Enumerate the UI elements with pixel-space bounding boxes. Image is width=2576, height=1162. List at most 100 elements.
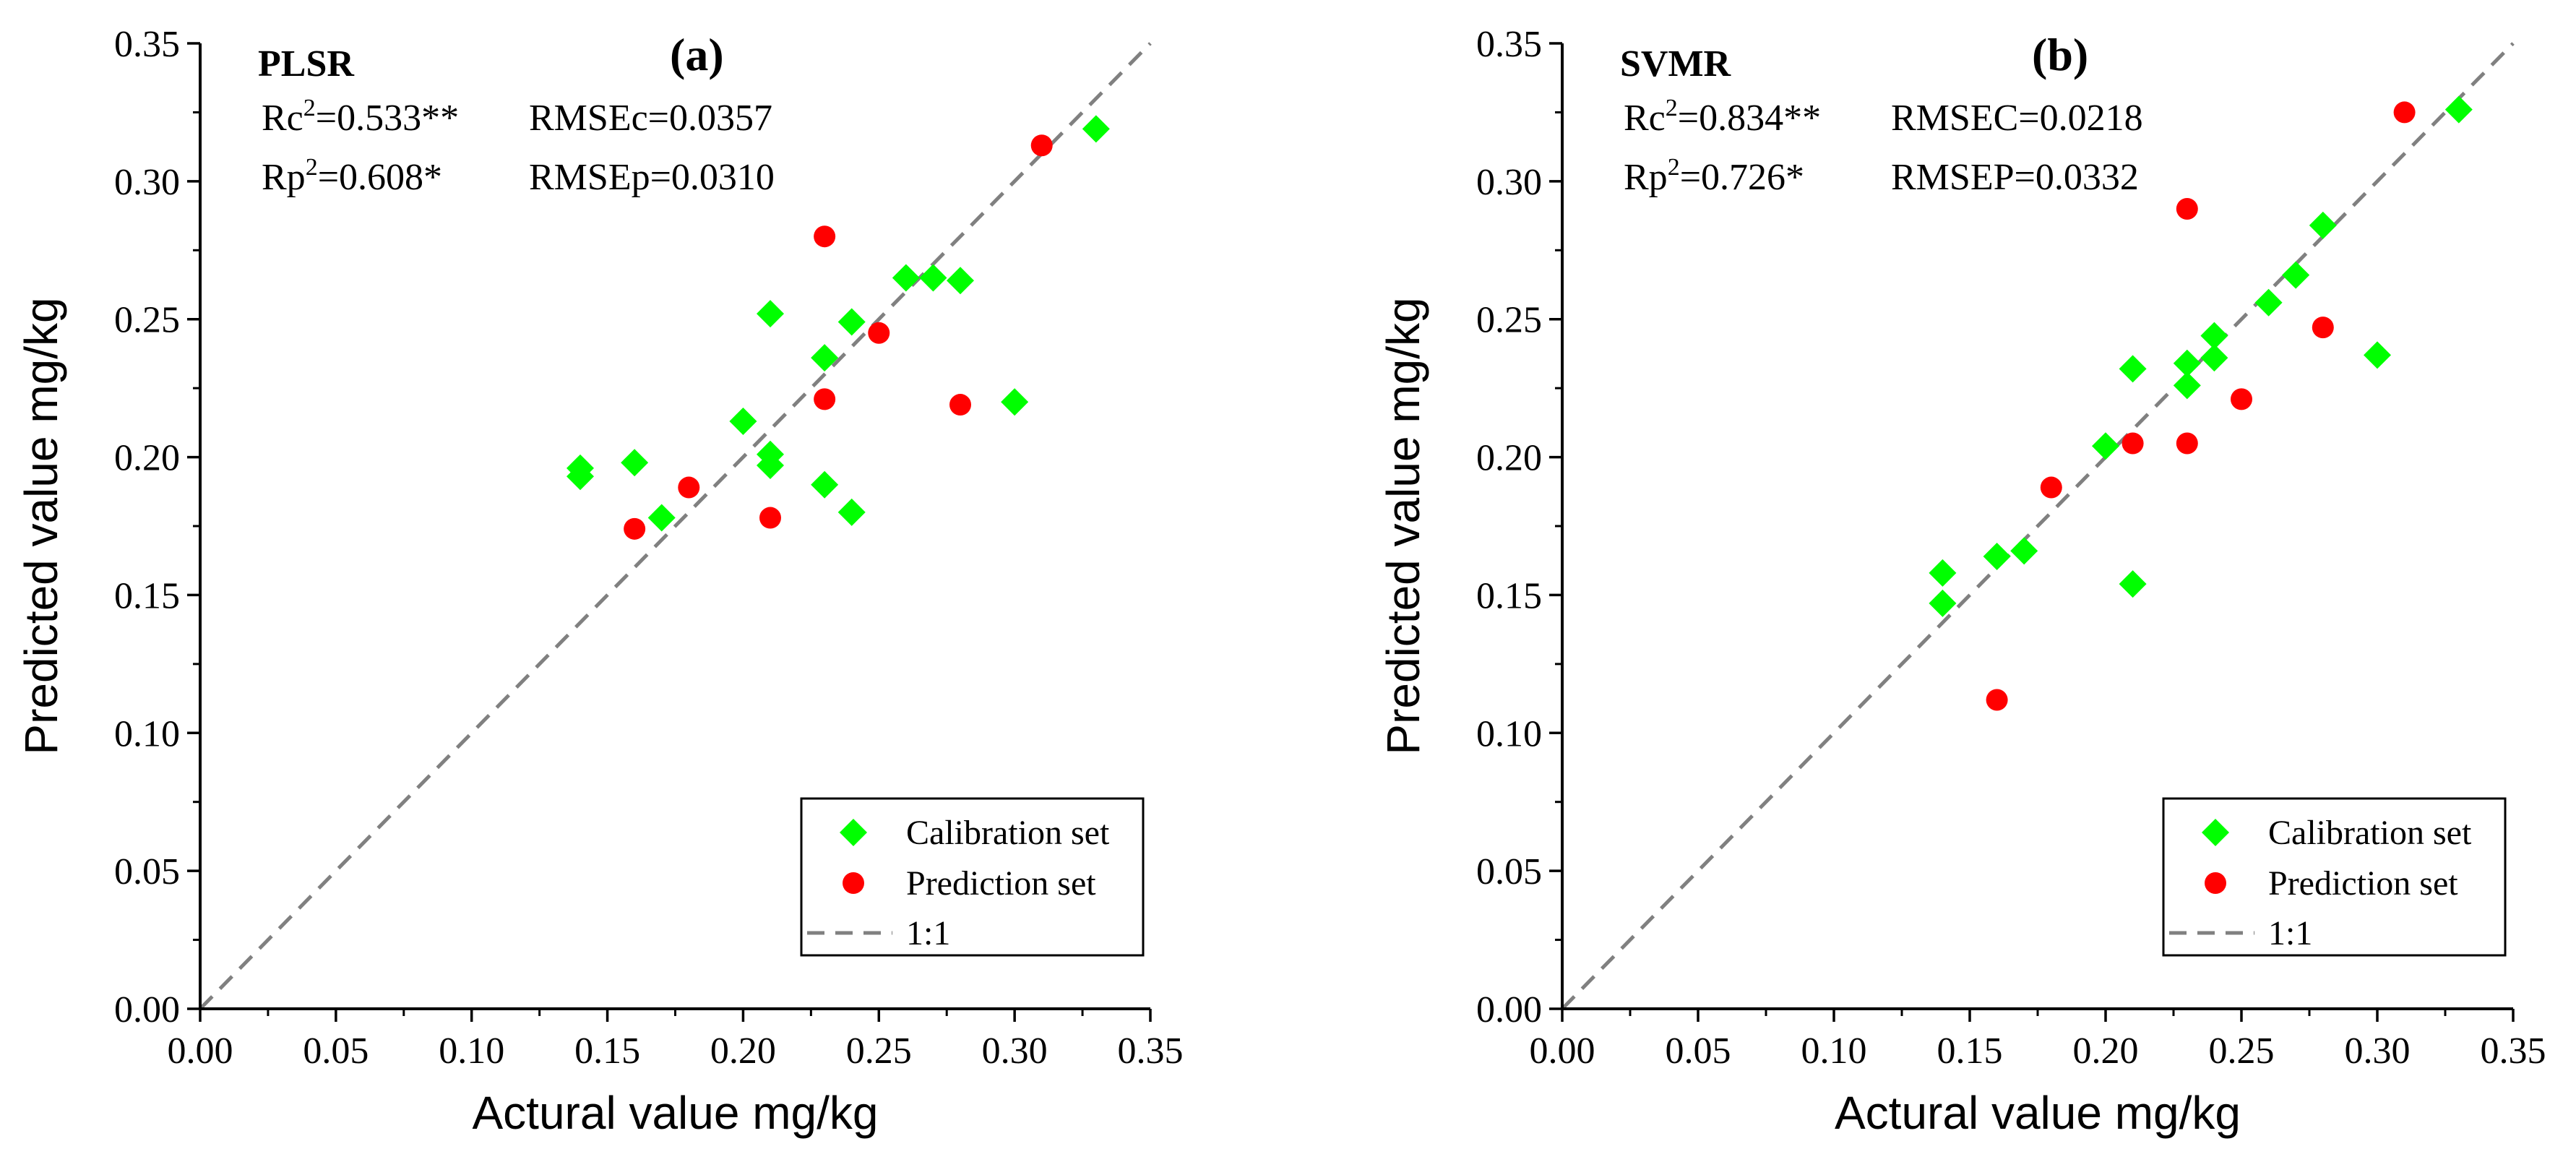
calibration-point xyxy=(2173,349,2201,377)
legend-calibration-marker xyxy=(840,819,867,846)
y-tick-label: 0.25 xyxy=(1476,300,1542,341)
calibration-point xyxy=(919,264,947,292)
prediction-point xyxy=(759,507,781,529)
calibration-point xyxy=(621,449,649,477)
x-tick-label: 0.15 xyxy=(574,1030,640,1072)
y-tick-label: 0.10 xyxy=(114,713,180,754)
rmse-prediction-stat: RMSEP=0.0332 xyxy=(1891,157,2139,198)
y-axis-title: Predicted value mg/kg xyxy=(15,297,67,754)
y-tick-label: 0.00 xyxy=(1476,989,1542,1030)
y-tick-label: 0.15 xyxy=(114,575,180,616)
rp-squared-stat: Rp2=0.726* xyxy=(1624,154,1804,198)
chart-panel-1: 0.00 0.05 0.10 0.15 0.20 0.25 0.30 0.35 0.00 0.05… xyxy=(15,24,1184,1139)
legend-calibration-marker xyxy=(2202,819,2229,846)
calibration-point xyxy=(2092,432,2119,460)
prediction-point xyxy=(2121,432,2144,455)
calibration-point xyxy=(2444,95,2473,124)
calibration-point xyxy=(2173,371,2201,400)
legend-entry: Prediction set xyxy=(2268,864,2458,903)
y-tick-label: 0.15 xyxy=(1476,575,1542,616)
calibration-point xyxy=(892,264,920,292)
calibration-point xyxy=(2119,355,2147,383)
x-tick-label: 0.20 xyxy=(2073,1030,2139,1072)
x-tick-label: 0.30 xyxy=(2345,1030,2411,1072)
x-tick-label: 0.00 xyxy=(1530,1030,1595,1072)
x-tick-label: 0.10 xyxy=(439,1030,504,1072)
chart-panel-2: 0.00 0.05 0.10 0.15 0.20 0.25 0.30 0.35 0.00 0.05… xyxy=(1377,24,2546,1139)
x-tick-label: 0.05 xyxy=(303,1030,369,1072)
y-tick-label: 0.35 xyxy=(1476,24,1542,65)
panel-label: (b) xyxy=(2032,29,2088,80)
y-tick-label: 0.30 xyxy=(114,162,180,203)
y-tick-label: 0.10 xyxy=(1476,713,1542,754)
x-tick-label: 0.35 xyxy=(1118,1030,1184,1072)
calibration-point xyxy=(947,267,974,295)
prediction-point xyxy=(949,394,971,416)
calibration-point xyxy=(567,462,594,491)
x-axis-title: Actural value mg/kg xyxy=(472,1087,878,1139)
prediction-point xyxy=(2393,101,2416,124)
x-tick-label: 0.20 xyxy=(710,1030,776,1072)
calibration-point xyxy=(2010,537,2038,565)
method-label: SVMR xyxy=(1620,43,1732,85)
one-to-one-line xyxy=(199,42,1152,1010)
prediction-point xyxy=(2312,317,2334,339)
y-tick-label: 0.20 xyxy=(1476,438,1542,479)
x-tick-label: 0.25 xyxy=(2209,1030,2275,1072)
calibration-point xyxy=(1929,589,1957,617)
calibration-point xyxy=(2282,261,2310,289)
prediction-point xyxy=(2176,432,2198,455)
legend-prediction-marker xyxy=(843,872,864,894)
prediction-point xyxy=(2231,388,2252,410)
rmse-prediction-stat: RMSEp=0.0310 xyxy=(529,157,775,198)
calibration-point xyxy=(2254,288,2283,317)
prediction-point xyxy=(1030,134,1053,157)
y-tick-label: 0.05 xyxy=(1476,851,1542,892)
rmse-calibration-stat: RMSEc=0.0357 xyxy=(529,98,772,139)
x-tick-label: 0.05 xyxy=(1666,1030,1731,1072)
x-tick-label: 0.30 xyxy=(982,1030,1048,1072)
legend-entry: Prediction set xyxy=(906,864,1096,903)
rc-squared-stat: Rc2=0.834** xyxy=(1624,95,1821,139)
calibration-point xyxy=(1983,542,2011,570)
legend: Calibration set Prediction set 1:1 xyxy=(2162,797,2507,957)
x-tick-label: 0.15 xyxy=(1937,1030,2003,1072)
rmse-calibration-stat: RMSEC=0.0218 xyxy=(1891,98,2143,139)
y-axis-title: Predicted value mg/kg xyxy=(1377,297,1429,754)
legend-entry: 1:1 xyxy=(2268,914,2312,952)
y-tick-label: 0.35 xyxy=(114,24,180,65)
calibration-point xyxy=(811,344,839,372)
prediction-point xyxy=(2040,476,2062,499)
y-tick-label: 0.20 xyxy=(114,438,180,479)
x-tick-label: 0.00 xyxy=(168,1030,233,1072)
calibration-point xyxy=(2200,322,2228,350)
calibration-point xyxy=(729,407,757,435)
prediction-point xyxy=(814,225,836,248)
calibration-point xyxy=(647,504,676,532)
calibration-point xyxy=(811,470,839,499)
calibration-point xyxy=(2364,341,2391,369)
x-tick-label: 0.35 xyxy=(2481,1030,2546,1072)
rp-squared-stat: Rp2=0.608* xyxy=(262,154,442,198)
calibration-point xyxy=(837,498,866,526)
calibration-point xyxy=(2119,570,2147,598)
y-tick-label: 0.30 xyxy=(1476,162,1542,203)
calibration-point xyxy=(837,308,866,336)
legend: Calibration set Prediction set 1:1 xyxy=(800,797,1145,957)
rc-squared-stat: Rc2=0.533** xyxy=(262,95,459,139)
y-tick-label: 0.25 xyxy=(114,300,180,341)
prediction-point xyxy=(678,476,700,499)
prediction-point xyxy=(624,517,646,540)
calibration-point xyxy=(1082,115,1110,143)
x-tick-label: 0.10 xyxy=(1801,1030,1867,1072)
calibration-point xyxy=(1929,559,1957,587)
one-to-one-line xyxy=(1561,42,2515,1010)
x-axis-title: Actural value mg/kg xyxy=(1835,1087,2241,1139)
prediction-point xyxy=(868,322,890,344)
calibration-point xyxy=(2200,344,2228,372)
legend-entry: 1:1 xyxy=(906,914,950,952)
x-tick-label: 0.25 xyxy=(846,1030,912,1072)
y-tick-label: 0.00 xyxy=(114,989,180,1030)
calibration-point xyxy=(2309,211,2337,239)
panel-label: (a) xyxy=(670,29,724,80)
